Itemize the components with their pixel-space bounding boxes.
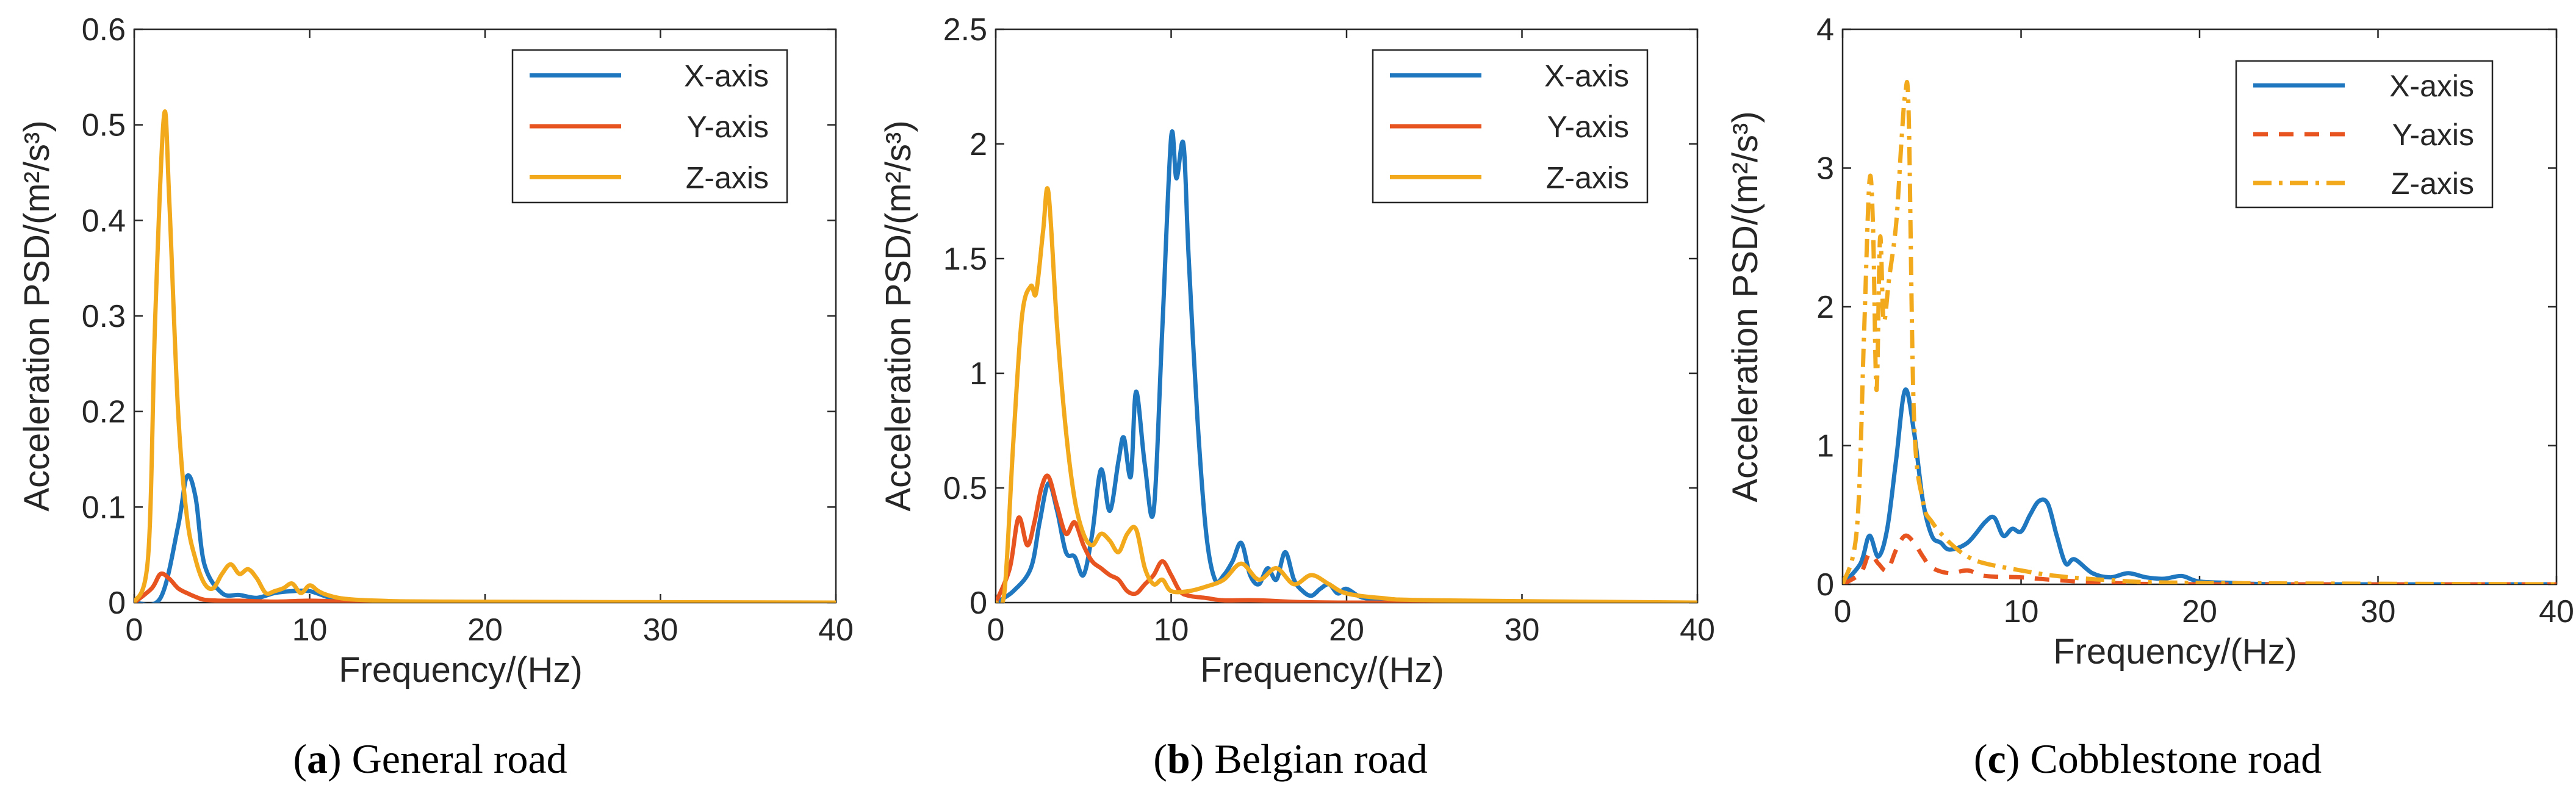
caption-cobblestone-road: (c) Cobblestone road bbox=[1973, 736, 2322, 782]
y-tick-label: 2.5 bbox=[943, 12, 987, 48]
series-line-x-axis bbox=[134, 473, 836, 603]
legend: X-axis Y-axis Z-axis bbox=[2235, 60, 2494, 209]
x-tick-label: 0 bbox=[1834, 594, 1852, 629]
legend-label: X-axis bbox=[1544, 59, 1629, 93]
caption-general-road: (a) General road bbox=[293, 736, 567, 782]
panel-general-road: 0 10 20 30 40 0 0.1 0.2 0.3 0.4 0.5 0.6 Frequency/(H… bbox=[0, 0, 860, 695]
x-tick-label: 0 bbox=[987, 612, 1005, 648]
series-group bbox=[134, 109, 836, 603]
x-axis-label: Frequency/(Hz) bbox=[2053, 632, 2297, 672]
x-tick-label: 10 bbox=[292, 612, 328, 648]
y-tick-label: 4 bbox=[1816, 12, 1834, 48]
legend-label: Y-axis bbox=[1547, 110, 1629, 144]
caption-letter: b bbox=[1167, 736, 1190, 782]
y-tick-label: 1.5 bbox=[943, 242, 987, 277]
y-axis-label: Acceleration PSD/(m²/s³) bbox=[1725, 111, 1765, 502]
y-tick-label: 0.4 bbox=[82, 203, 126, 238]
y-tick-label: 2 bbox=[970, 127, 987, 162]
y-tick-label: 3 bbox=[1816, 151, 1834, 187]
series-line-y-axis bbox=[134, 571, 836, 603]
series-group bbox=[1843, 79, 2556, 584]
caption-letter: a bbox=[306, 736, 328, 782]
x-tick-label: 0 bbox=[126, 612, 143, 648]
legend: X-axis Y-axis Z-axis bbox=[1372, 49, 1649, 204]
x-tick-label: 30 bbox=[643, 612, 678, 648]
series-line-z-axis bbox=[996, 186, 1697, 603]
x-tick-label: 10 bbox=[1154, 612, 1189, 648]
panel-cobblestone-road: 0 10 20 30 40 0 1 2 3 4 Frequency/(Hz) Acceleration… bbox=[1721, 0, 2575, 695]
series-line-z-axis bbox=[134, 109, 836, 603]
y-tick-label: 0 bbox=[970, 586, 987, 621]
series-group bbox=[996, 129, 1697, 603]
x-tick-label: 20 bbox=[1329, 612, 1364, 648]
chart-cobblestone-road: 0 10 20 30 40 0 1 2 3 4 Frequency/(Hz) Acceleration… bbox=[1725, 12, 2574, 672]
series-line-y-axis bbox=[996, 473, 1697, 603]
y-tick-label: 0.2 bbox=[82, 395, 126, 430]
x-tick-label: 10 bbox=[2004, 594, 2039, 629]
legend-label: X-axis bbox=[2389, 69, 2474, 103]
y-axis-label: Acceleration PSD/(m²/s³) bbox=[879, 120, 918, 511]
chart-general-road: 0 10 20 30 40 0 0.1 0.2 0.3 0.4 0.5 0.6 Frequency/(H… bbox=[17, 12, 854, 690]
legend: X-axis Y-axis Z-axis bbox=[511, 49, 788, 204]
x-tick-label: 20 bbox=[467, 612, 503, 648]
y-tick-label: 1 bbox=[970, 356, 987, 392]
x-tick-label: 40 bbox=[1680, 612, 1715, 648]
chart-belgian-road: 0 10 20 30 40 0 0.5 1 1.5 2 2.5 Frequency/(Hz) Accel… bbox=[879, 12, 1715, 690]
x-tick-label: 20 bbox=[2182, 594, 2217, 629]
y-tick-label: 0 bbox=[1816, 567, 1834, 603]
x-axis-label: Frequency/(Hz) bbox=[1200, 650, 1444, 690]
y-tick-label: 1 bbox=[1816, 429, 1834, 464]
legend-label: Z-axis bbox=[1546, 160, 1629, 195]
legend-label: Z-axis bbox=[686, 160, 769, 195]
x-tick-label: 40 bbox=[2539, 594, 2574, 629]
y-tick-label: 0.5 bbox=[943, 471, 987, 506]
legend-label: Z-axis bbox=[2391, 167, 2474, 201]
y-tick-label: 2 bbox=[1816, 290, 1834, 325]
y-tick-label: 0.5 bbox=[82, 108, 126, 143]
series-line-z-axis bbox=[1843, 79, 2556, 584]
caption-text: Belgian road bbox=[1214, 736, 1428, 782]
legend-label: Y-axis bbox=[2392, 118, 2474, 152]
panel-belgian-road: 0 10 20 30 40 0 0.5 1 1.5 2 2.5 Frequency/(Hz) Accel… bbox=[860, 0, 1721, 695]
y-tick-label: 0.1 bbox=[82, 490, 126, 525]
y-axis-label: Acceleration PSD/(m²/s³) bbox=[17, 120, 57, 511]
y-tick-label: 0.3 bbox=[82, 299, 126, 334]
caption-belgian-road: (b) Belgian road bbox=[1153, 736, 1428, 782]
x-tick-label: 30 bbox=[2361, 594, 2396, 629]
series-line-x-axis bbox=[1843, 387, 2556, 584]
legend-label: X-axis bbox=[684, 59, 769, 93]
y-tick-label: 0.6 bbox=[82, 12, 126, 48]
x-tick-label: 30 bbox=[1505, 612, 1540, 648]
caption-letter: c bbox=[1987, 736, 2006, 782]
caption-text: General road bbox=[351, 736, 567, 782]
y-tick-label: 0 bbox=[108, 586, 126, 621]
legend-label: Y-axis bbox=[687, 110, 769, 144]
x-axis-label: Frequency/(Hz) bbox=[339, 650, 583, 690]
x-tick-label: 40 bbox=[818, 612, 854, 648]
caption-text: Cobblestone road bbox=[2030, 736, 2322, 782]
